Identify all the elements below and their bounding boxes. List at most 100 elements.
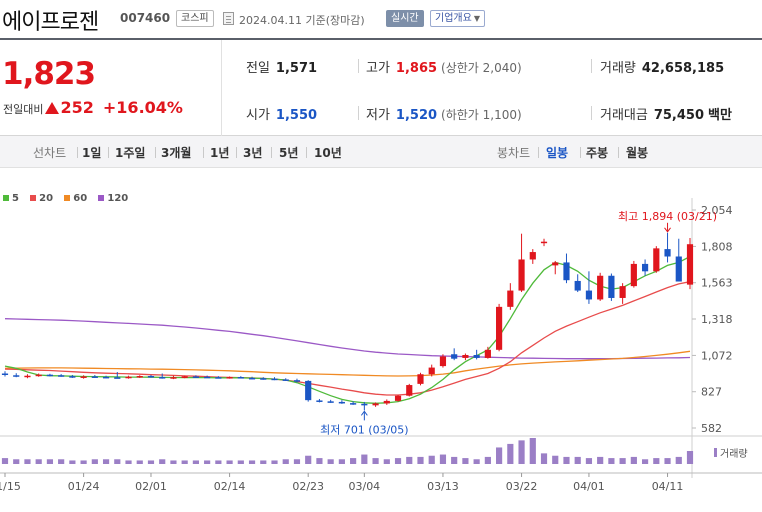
- ma-legend: 5 20 60 120: [3, 193, 136, 204]
- volume-bar: [58, 459, 65, 464]
- legend-ma120[interactable]: 120: [98, 193, 128, 204]
- candle-body: [226, 377, 233, 379]
- volume-bar: [406, 456, 413, 464]
- candle-body: [417, 374, 424, 384]
- stat-value: 1,550: [275, 108, 318, 123]
- volume-bar: [80, 460, 87, 464]
- candle-body: [686, 244, 694, 285]
- volume-bar: [394, 458, 402, 464]
- legend-label: 5: [12, 193, 19, 204]
- legend-swatch: [30, 195, 37, 201]
- stat-limit: (하한가 1,100): [441, 108, 522, 122]
- period-3y[interactable]: 3년: [243, 146, 263, 160]
- max-price-arrowhead: [664, 227, 671, 233]
- legend-ma20[interactable]: 20: [30, 193, 53, 204]
- stat-value: 1,520: [395, 108, 438, 123]
- candle-body: [58, 375, 65, 377]
- volume-bar: [215, 460, 222, 464]
- candle-monthly[interactable]: 월봉: [626, 146, 649, 160]
- volume-bar: [350, 458, 357, 464]
- volume-bar: [260, 460, 267, 464]
- candle-body: [147, 376, 155, 378]
- candle-body: [271, 378, 278, 381]
- y-tick-label: 2,054: [701, 204, 733, 217]
- candle-daily[interactable]: 일봉: [546, 146, 569, 160]
- volume-bar: [496, 447, 503, 464]
- volume-bar: [102, 459, 110, 464]
- volume-bar: [35, 459, 42, 464]
- period-1w[interactable]: 1주일: [115, 146, 146, 160]
- divider: [618, 147, 619, 158]
- stat-low: 저가 1,520 (하한가 1,100): [366, 104, 522, 123]
- volume-bar: [473, 459, 480, 464]
- volume-bar: [641, 459, 649, 464]
- candle-body: [372, 403, 379, 406]
- stat-unit: 백만: [708, 108, 732, 123]
- candle-body: [159, 377, 166, 379]
- volume-bar: [305, 455, 312, 464]
- volume-bar: [147, 460, 155, 464]
- legend-ma60[interactable]: 60: [64, 193, 87, 204]
- volume-bar: [181, 460, 188, 464]
- candle-body: [91, 376, 98, 378]
- document-icon: [223, 12, 234, 25]
- x-tick-label: 04/01: [573, 480, 605, 493]
- candle-body: [574, 280, 581, 291]
- volume-bar: [69, 460, 76, 464]
- candle-body: [24, 375, 31, 378]
- divider: [591, 106, 592, 120]
- candle-body: [46, 374, 54, 377]
- volume-bar: [293, 459, 301, 464]
- divider: [77, 147, 78, 158]
- candle-weekly[interactable]: 주봉: [586, 146, 609, 160]
- candle-body: [316, 400, 323, 402]
- date-text: 2024.04.11 기준(장마감): [239, 14, 365, 27]
- stock-header: 에이프로젠 007460 코스피 2024.04.11 기준(장마감) 실시간 …: [0, 0, 762, 38]
- candle-body: [664, 249, 671, 257]
- candle-body: [136, 376, 143, 378]
- candle-body: [552, 262, 559, 266]
- volume-bar: [451, 456, 458, 464]
- legend-swatch: [3, 195, 9, 201]
- legend-swatch: [64, 195, 71, 201]
- volume-bar: [136, 460, 143, 464]
- ma20-line: [4, 281, 691, 396]
- stat-value: 1,865: [395, 61, 438, 76]
- volume-bar: [653, 458, 660, 464]
- legend-ma5[interactable]: 5: [3, 193, 19, 204]
- y-tick-label: 827: [701, 386, 722, 399]
- volume-bar: [91, 459, 98, 464]
- volume-bar: [619, 458, 626, 464]
- price-chart[interactable]: 582 827 1,072 1,318 1,563 1,808 2,054 01/15 01/2…: [0, 168, 762, 512]
- candle-body: [13, 375, 20, 377]
- stat-open: 시가 1,550: [246, 104, 317, 123]
- period-10y[interactable]: 10년: [314, 146, 342, 160]
- volume-bar: [552, 455, 559, 464]
- volume-bar: [170, 460, 177, 464]
- volume-bar: [417, 456, 424, 464]
- candle-body: [473, 354, 480, 358]
- realtime-button[interactable]: 실시간: [386, 10, 424, 27]
- volume-bar: [204, 460, 211, 464]
- y-tick-label: 1,808: [701, 240, 733, 253]
- period-3m[interactable]: 3개월: [161, 146, 192, 160]
- candle-body: [181, 376, 188, 378]
- period-1d[interactable]: 1일: [82, 146, 102, 160]
- volume-bar: [114, 459, 121, 464]
- candle-body: [293, 380, 301, 382]
- candle-body: [305, 380, 312, 401]
- x-tick-label: 01/15: [0, 480, 21, 493]
- candle-body: [383, 400, 390, 404]
- period-5y[interactable]: 5년: [279, 146, 299, 160]
- candle-body: [641, 263, 649, 272]
- period-1y[interactable]: 1년: [210, 146, 230, 160]
- y-tick-label: 1,318: [701, 313, 733, 326]
- divider: [108, 147, 109, 158]
- volume-bar: [24, 459, 31, 464]
- ma5-line: [4, 255, 691, 404]
- stat-value: 75,450: [653, 108, 705, 123]
- volume-bar: [439, 454, 447, 464]
- legend-label: 60: [73, 193, 88, 204]
- volume-bar: [529, 438, 536, 464]
- company-overview-button[interactable]: 기업개요 ▼: [430, 10, 485, 27]
